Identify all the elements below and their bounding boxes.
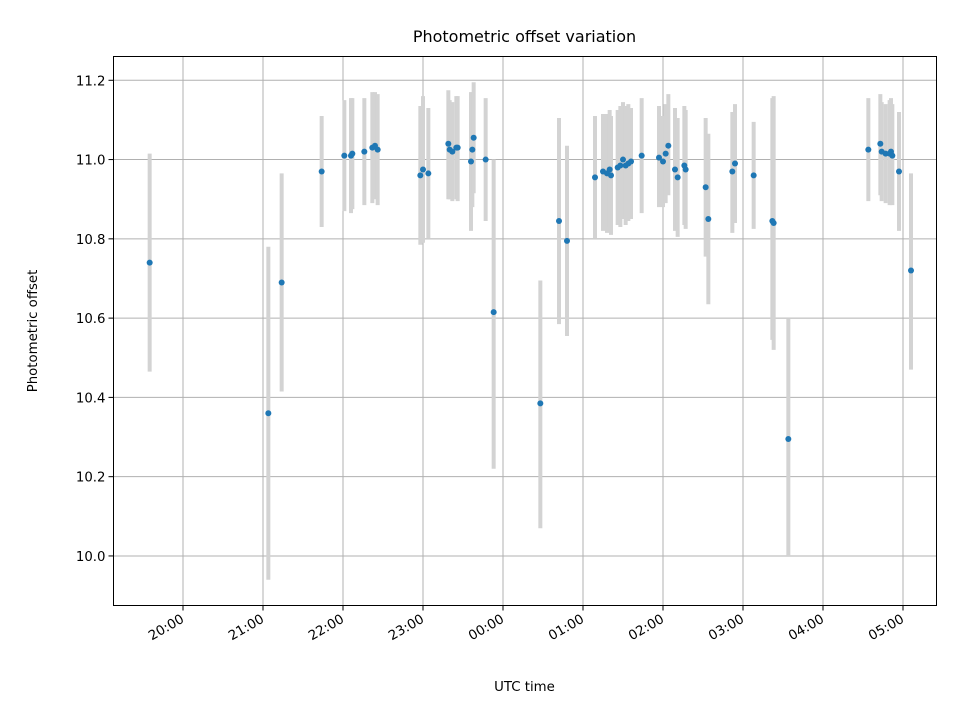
data-point (265, 410, 272, 417)
data-point (556, 218, 562, 225)
data-point (729, 168, 736, 175)
data-point (454, 144, 461, 151)
plot-frame (113, 56, 937, 606)
y-tick-label: 10.2 (76, 471, 106, 486)
chart-title: Photometric offset variation (413, 27, 636, 46)
data-point (482, 156, 489, 163)
data-point (349, 150, 356, 157)
data-point (341, 152, 348, 159)
data-point (628, 158, 634, 165)
y-tick-label: 10.0 (76, 550, 106, 565)
x-axis-ticks: 20:00 21:00 22:00 23:00 00:00 01:00 02:00 03:00… (146, 605, 907, 644)
data-point (732, 160, 738, 167)
data-point (770, 219, 777, 226)
x-tick-label: 01:00 (546, 612, 587, 644)
x-tick-label: 20:00 (146, 612, 187, 644)
data-point (750, 172, 757, 179)
data-point (702, 184, 709, 191)
y-tick-label: 11.2 (76, 74, 106, 89)
data-point (672, 166, 678, 173)
data-points (146, 134, 914, 443)
data-point (469, 146, 476, 153)
data-point (449, 148, 456, 155)
data-point (656, 154, 662, 161)
data-point (490, 309, 497, 316)
data-point (896, 168, 902, 175)
data-point (318, 168, 325, 175)
data-point (865, 146, 872, 153)
data-point (361, 148, 368, 155)
y-tick-label: 10.6 (76, 312, 106, 327)
data-point (674, 174, 681, 181)
data-point (420, 166, 426, 173)
data-point (660, 158, 666, 165)
data-point (146, 259, 153, 266)
data-point (877, 140, 884, 147)
data-point (638, 152, 645, 159)
data-point (417, 172, 424, 179)
x-axis-label: UTC time (494, 680, 555, 695)
grid-lines (113, 56, 937, 606)
y-tick-label: 11.0 (76, 154, 106, 169)
data-point (468, 158, 474, 165)
data-point (665, 142, 672, 149)
data-point (908, 267, 914, 274)
data-point (620, 156, 626, 163)
x-tick-label: 22:00 (306, 612, 347, 644)
x-tick-label: 05:00 (866, 612, 907, 644)
data-point (278, 279, 285, 286)
data-point (608, 172, 614, 179)
data-point (662, 150, 669, 157)
data-point (606, 166, 613, 173)
x-tick-label: 02:00 (626, 612, 667, 644)
x-tick-label: 23:00 (386, 612, 427, 644)
x-tick-label: 21:00 (226, 612, 267, 644)
data-point (592, 174, 598, 181)
data-point (705, 216, 712, 223)
data-point (537, 400, 544, 407)
error-bars (147, 82, 913, 580)
y-axis-label: Photometric offset (26, 270, 41, 393)
x-tick-label: 00:00 (466, 612, 507, 644)
data-point (470, 134, 477, 141)
data-point (617, 162, 624, 169)
data-point (445, 140, 452, 147)
data-point (425, 170, 432, 177)
data-point (785, 436, 792, 443)
y-tick-label: 10.4 (76, 391, 106, 406)
y-axis-ticks: 10.0 10.2 10.4 10.6 10.8 11.0 11.2 (76, 74, 114, 565)
x-tick-label: 03:00 (706, 612, 747, 644)
data-point (374, 146, 381, 153)
data-point (564, 237, 570, 244)
y-tick-label: 10.8 (76, 233, 106, 248)
data-point (682, 166, 689, 173)
data-point (889, 152, 896, 159)
x-tick-label: 04:00 (786, 612, 827, 644)
